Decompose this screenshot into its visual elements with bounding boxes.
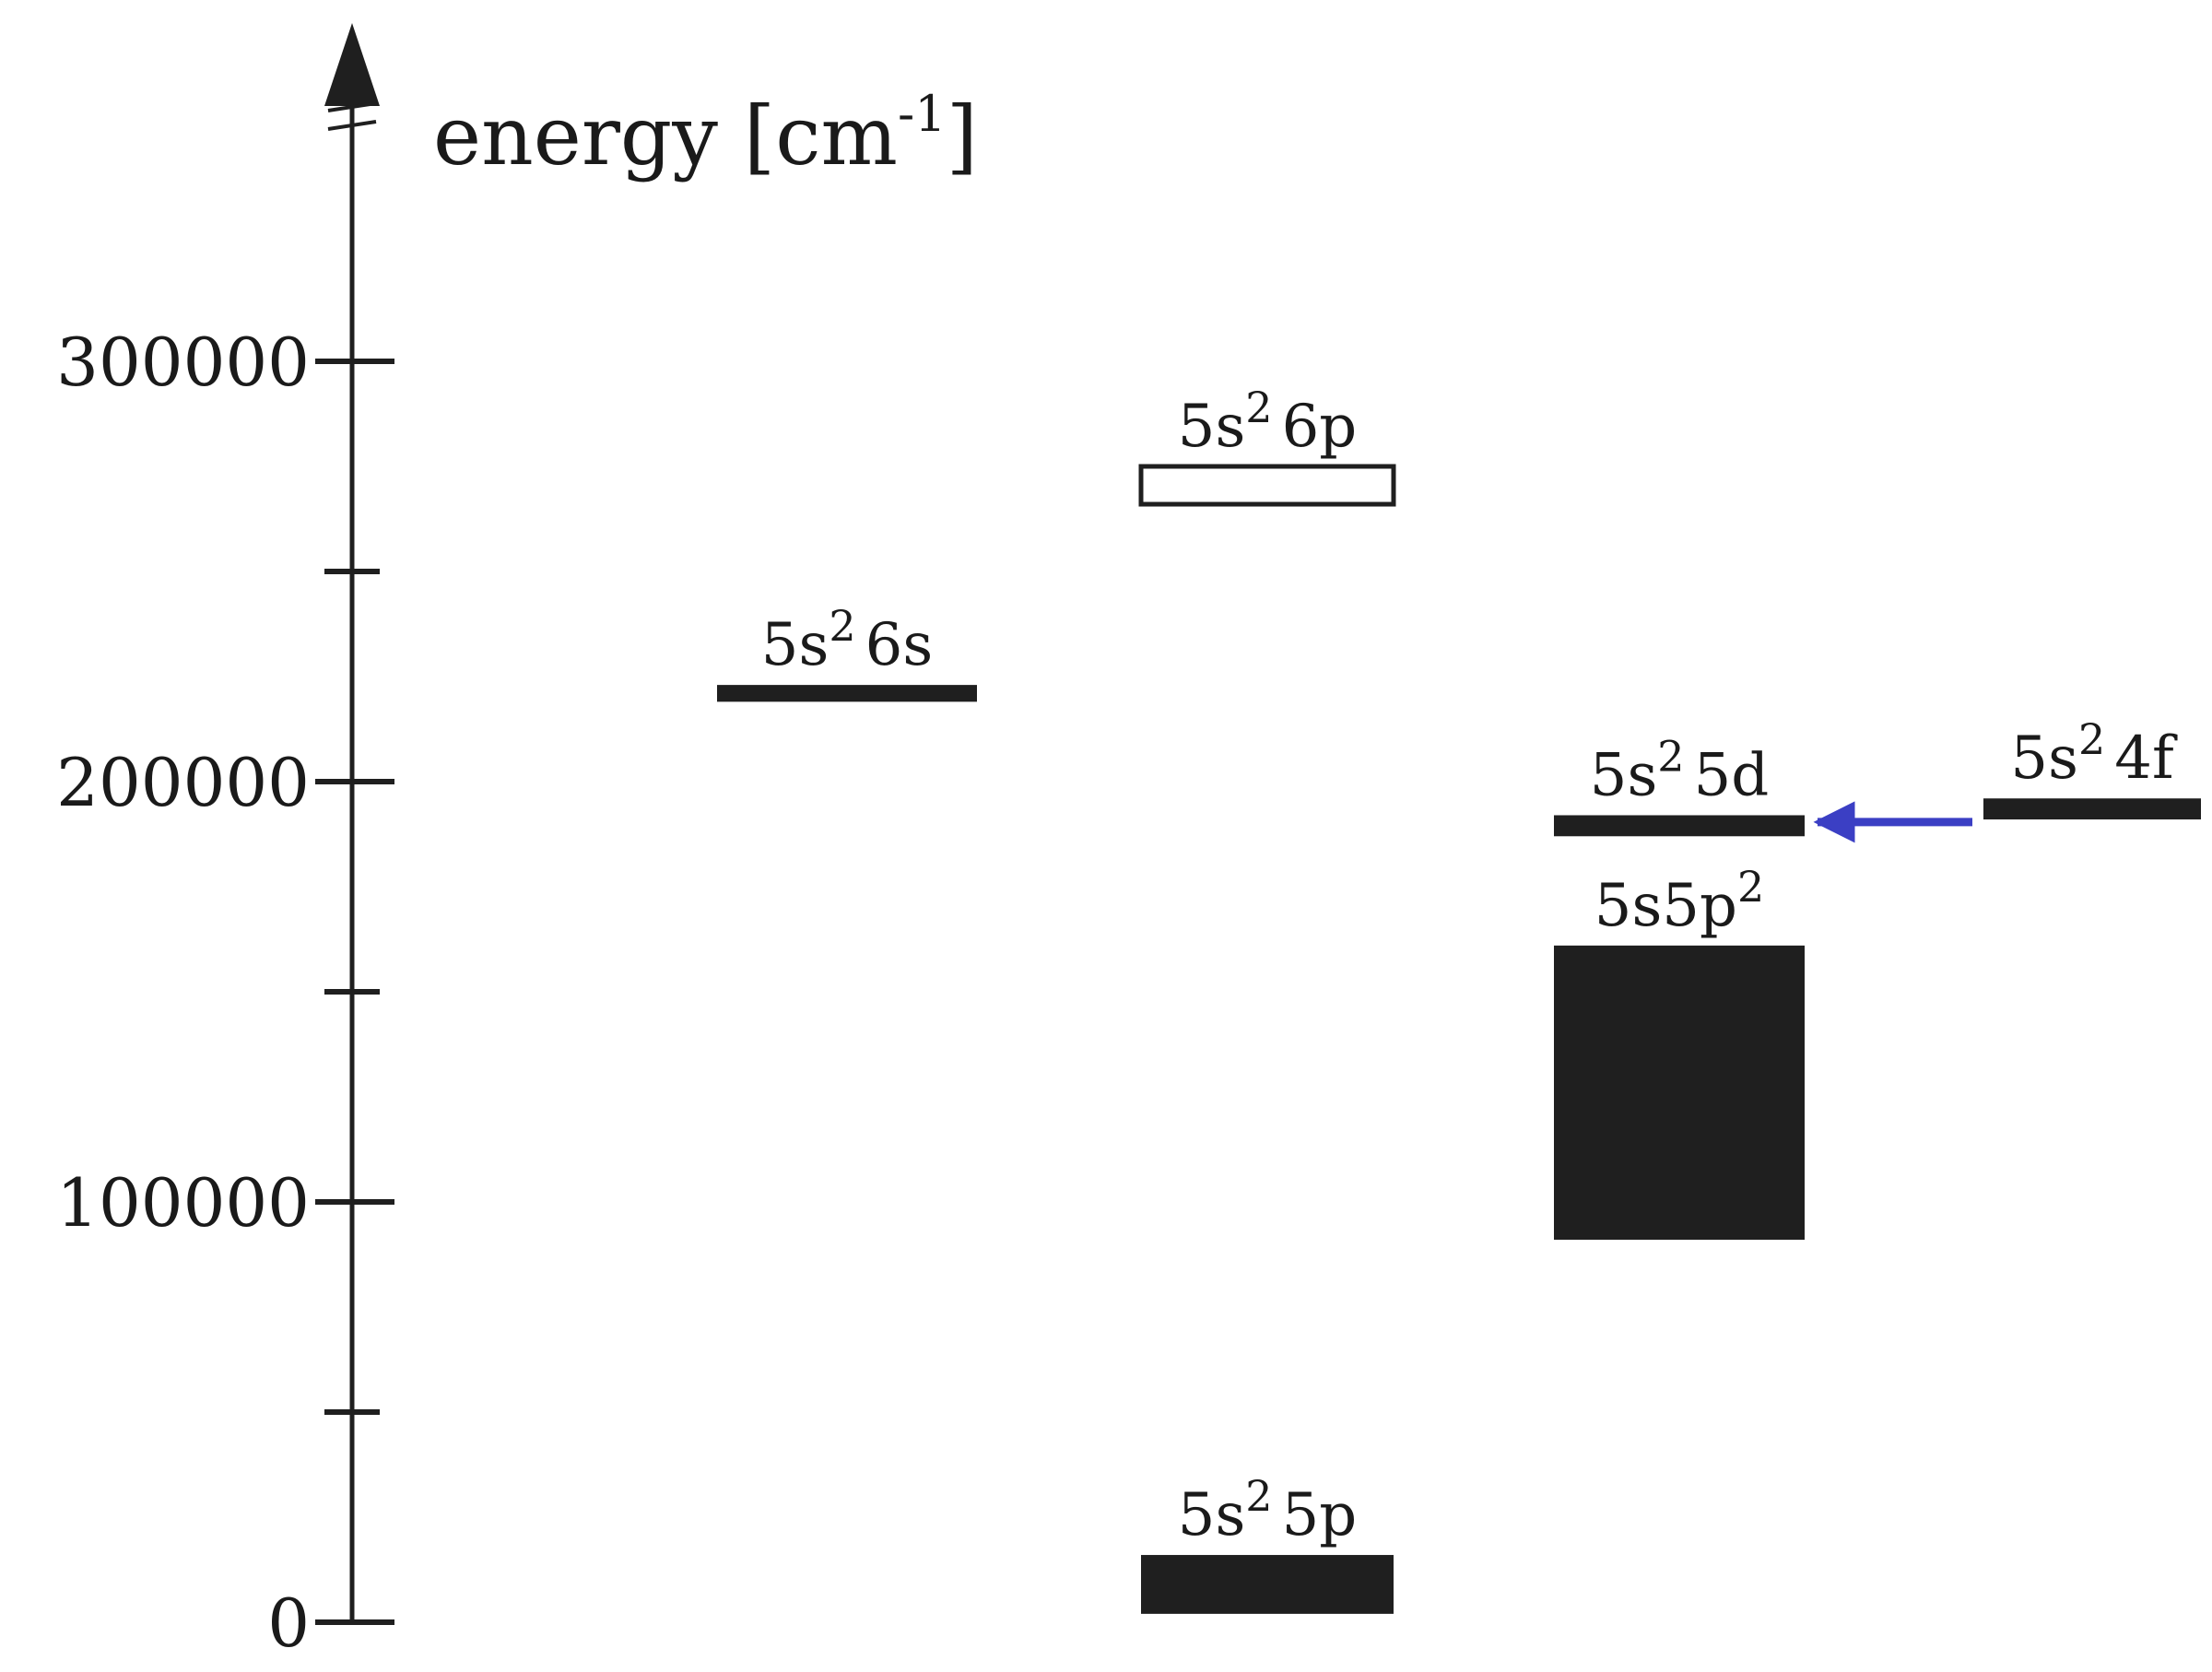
level-5s5p2 xyxy=(1554,945,1805,1241)
level-5s2-5p xyxy=(1141,1555,1394,1614)
energy-levels: 5s2 5p 5s2 6s 5s2 6p 5s5p2 5s2 5d 5s2 4f xyxy=(717,383,2201,1614)
energy-axis: energy [cm-1] 0 100000 200000 300000 xyxy=(56,23,978,1662)
level-label-5s5p2: 5s5p2 xyxy=(1594,862,1765,940)
axis-arrowhead xyxy=(324,23,380,106)
level-5s2-5d xyxy=(1554,815,1805,837)
level-label-5s2-5p: 5s2 5p xyxy=(1178,1471,1358,1549)
level-5s2-4f xyxy=(1983,798,2201,820)
level-5s2-6p xyxy=(1138,464,1396,507)
level-label-5s2-6s: 5s2 6s xyxy=(761,601,933,679)
level-label-5s2-4f: 5s2 4f xyxy=(2010,714,2178,793)
axis-break-mark xyxy=(327,101,377,131)
tick-label: 200000 xyxy=(56,744,310,821)
tick-label: 0 xyxy=(267,1584,310,1662)
level-5s2-6s xyxy=(717,685,977,702)
level-label-5s2-6p: 5s2 6p xyxy=(1178,383,1358,461)
level-label-5s2-5d: 5s2 5d xyxy=(1590,731,1770,809)
axis-ticks: 0 100000 200000 300000 xyxy=(56,324,394,1662)
axis-title: energy [cm-1] xyxy=(433,85,978,183)
tick-label: 100000 xyxy=(56,1164,310,1242)
tick-label: 300000 xyxy=(56,324,310,401)
